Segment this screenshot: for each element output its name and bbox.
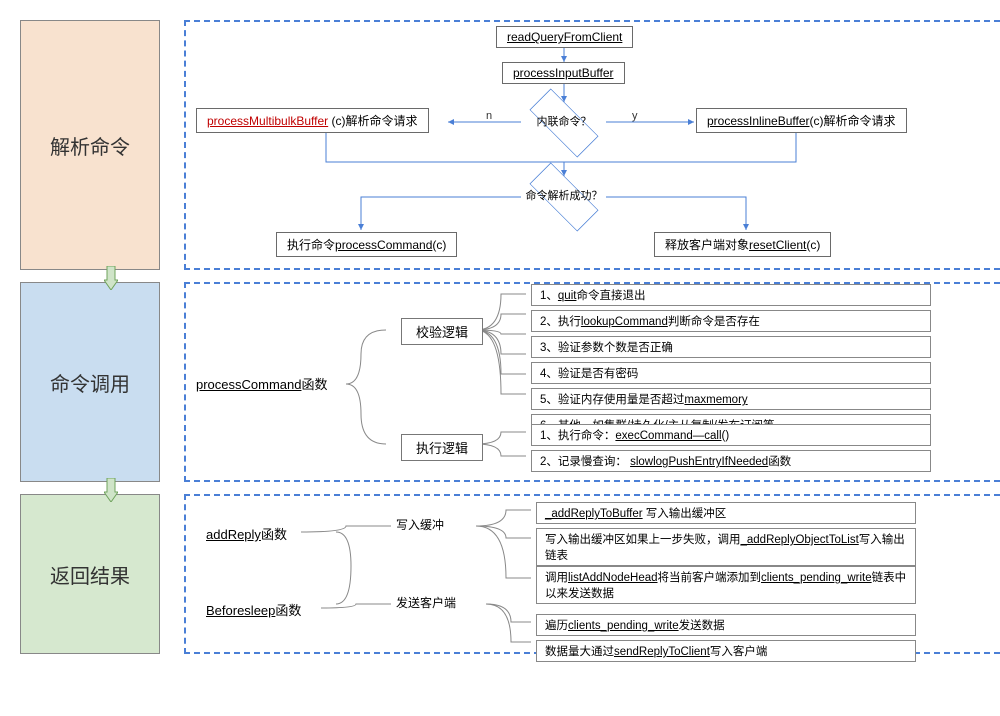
leaf-item: 写入输出缓冲区如果上一步失败，调用_addReplyObjectToList写入… [536, 528, 916, 566]
node-add-reply-fn: addReply函数 [206, 524, 287, 543]
validate-leaves: 1、quit命令直接退出 2、执行lookupCommand判断命令是否存在 3、验… [531, 284, 931, 440]
leaf-item: 5、验证内存使用量是否超过maxmemory [531, 388, 931, 410]
stage-parse-title: 解析命令 [50, 131, 130, 160]
stage-parse: 解析命令 [20, 20, 160, 270]
node-send-client: 发送客户端 [396, 594, 456, 611]
node-execute-logic: 执行逻辑 [401, 434, 483, 461]
panel-return: addReply函数 Beforesleep函数 写入缓冲 发送客户端 _add… [184, 494, 1000, 654]
node-process-multibulk: processMultibulkBuffer (c)解析命令请求 [196, 108, 429, 133]
stage-return-title: 返回结果 [50, 560, 130, 589]
leaf-item: 4、验证是否有密码 [531, 362, 931, 384]
leaf-item: 2、记录慢查询： slowlogPushEntryIfNeeded函数 [531, 450, 931, 472]
node-validate-logic: 校验逻辑 [401, 318, 483, 345]
edge-label-n: n [486, 110, 492, 122]
pending-write-leaves: 调用listAddNodeHead将当前客户端添加到clients_pendin… [536, 566, 916, 608]
leaf-item: 遍历clients_pending_write发送数据 [536, 614, 916, 636]
leaf-item: 1、执行命令：execCommand—call() [531, 424, 931, 446]
stage-invoke: 命令调用 [20, 282, 160, 482]
stage-connector-1 [104, 266, 116, 286]
execute-leaves: 1、执行命令：execCommand—call() 2、记录慢查询： slowlo… [531, 424, 931, 476]
node-beforesleep-fn: Beforesleep函数 [206, 600, 301, 619]
node-process-input-buffer: processInputBuffer [502, 62, 625, 84]
node-process-command-fn: processCommand函数 [196, 374, 328, 393]
send-client-leaves: 遍历clients_pending_write发送数据数据量大通过sendRep… [536, 614, 916, 666]
panel-parse: readQueryFromClient processInputBuffer 内… [184, 20, 1000, 270]
panel-invoke: processCommand函数 校验逻辑 执行逻辑 1、quit命令直接退出 2… [184, 282, 1000, 482]
node-process-inline: processInlineBuffer(c)解析命令请求 [696, 108, 907, 133]
node-reset-client: 释放客户端对象resetClient(c) [654, 232, 831, 257]
leaf-item: 数据量大通过sendReplyToClient写入客户端 [536, 640, 916, 662]
leaf-item: 1、quit命令直接退出 [531, 284, 931, 306]
leaf-item: 2、执行lookupCommand判断命令是否存在 [531, 310, 931, 332]
leaf-item: 3、验证参数个数是否正确 [531, 336, 931, 358]
edge-label-y: y [632, 110, 638, 122]
write-buffer-leaves: _addReplyToBuffer 写入输出缓冲区写入输出缓冲区如果上一步失败，… [536, 502, 916, 570]
node-process-command: 执行命令processCommand(c) [276, 232, 457, 257]
decision-inline-cmd: 内联命令？ [519, 98, 609, 148]
leaf-item: 调用listAddNodeHead将当前客户端添加到clients_pendin… [536, 566, 916, 604]
leaf-item: _addReplyToBuffer 写入输出缓冲区 [536, 502, 916, 524]
node-write-buffer: 写入缓冲 [396, 516, 444, 533]
decision-parse-ok: 命令解析成功？ [519, 172, 609, 222]
node-read-query: readQueryFromClient [496, 26, 633, 48]
stage-return: 返回结果 [20, 494, 160, 654]
stage-invoke-title: 命令调用 [50, 368, 130, 397]
stage-connector-2 [104, 478, 116, 498]
